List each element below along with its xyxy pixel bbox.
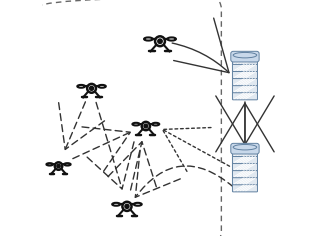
Circle shape (144, 124, 148, 128)
Ellipse shape (132, 123, 140, 126)
FancyArrowPatch shape (86, 102, 134, 189)
Circle shape (125, 204, 129, 208)
Ellipse shape (233, 52, 257, 58)
FancyBboxPatch shape (232, 148, 258, 156)
FancyBboxPatch shape (232, 84, 258, 93)
FancyArrowPatch shape (59, 101, 105, 149)
FancyArrowPatch shape (135, 149, 233, 197)
FancyArrowPatch shape (216, 103, 274, 152)
FancyArrowPatch shape (163, 127, 229, 171)
FancyBboxPatch shape (232, 177, 258, 185)
Ellipse shape (77, 85, 85, 88)
Ellipse shape (134, 203, 142, 206)
FancyArrowPatch shape (172, 18, 229, 73)
Ellipse shape (152, 123, 159, 126)
FancyArrowPatch shape (216, 96, 274, 145)
Ellipse shape (233, 144, 257, 150)
FancyBboxPatch shape (232, 70, 258, 79)
FancyBboxPatch shape (232, 56, 258, 64)
FancyBboxPatch shape (231, 51, 259, 62)
FancyBboxPatch shape (232, 77, 258, 86)
FancyBboxPatch shape (232, 63, 258, 72)
Circle shape (158, 39, 162, 43)
FancyBboxPatch shape (232, 155, 258, 164)
Circle shape (122, 202, 132, 211)
Ellipse shape (144, 38, 153, 41)
Circle shape (142, 122, 150, 130)
FancyBboxPatch shape (231, 143, 259, 154)
FancyArrowPatch shape (108, 142, 157, 190)
FancyArrowPatch shape (73, 127, 130, 172)
Circle shape (155, 36, 165, 46)
Circle shape (90, 86, 93, 90)
Circle shape (57, 164, 60, 168)
FancyBboxPatch shape (232, 169, 258, 178)
FancyBboxPatch shape (232, 184, 258, 192)
Ellipse shape (46, 163, 53, 165)
FancyBboxPatch shape (232, 92, 258, 100)
Ellipse shape (98, 85, 106, 88)
Ellipse shape (112, 203, 120, 206)
Circle shape (87, 84, 96, 93)
Ellipse shape (64, 163, 71, 165)
Circle shape (55, 162, 62, 170)
Ellipse shape (167, 38, 176, 41)
FancyBboxPatch shape (232, 162, 258, 171)
